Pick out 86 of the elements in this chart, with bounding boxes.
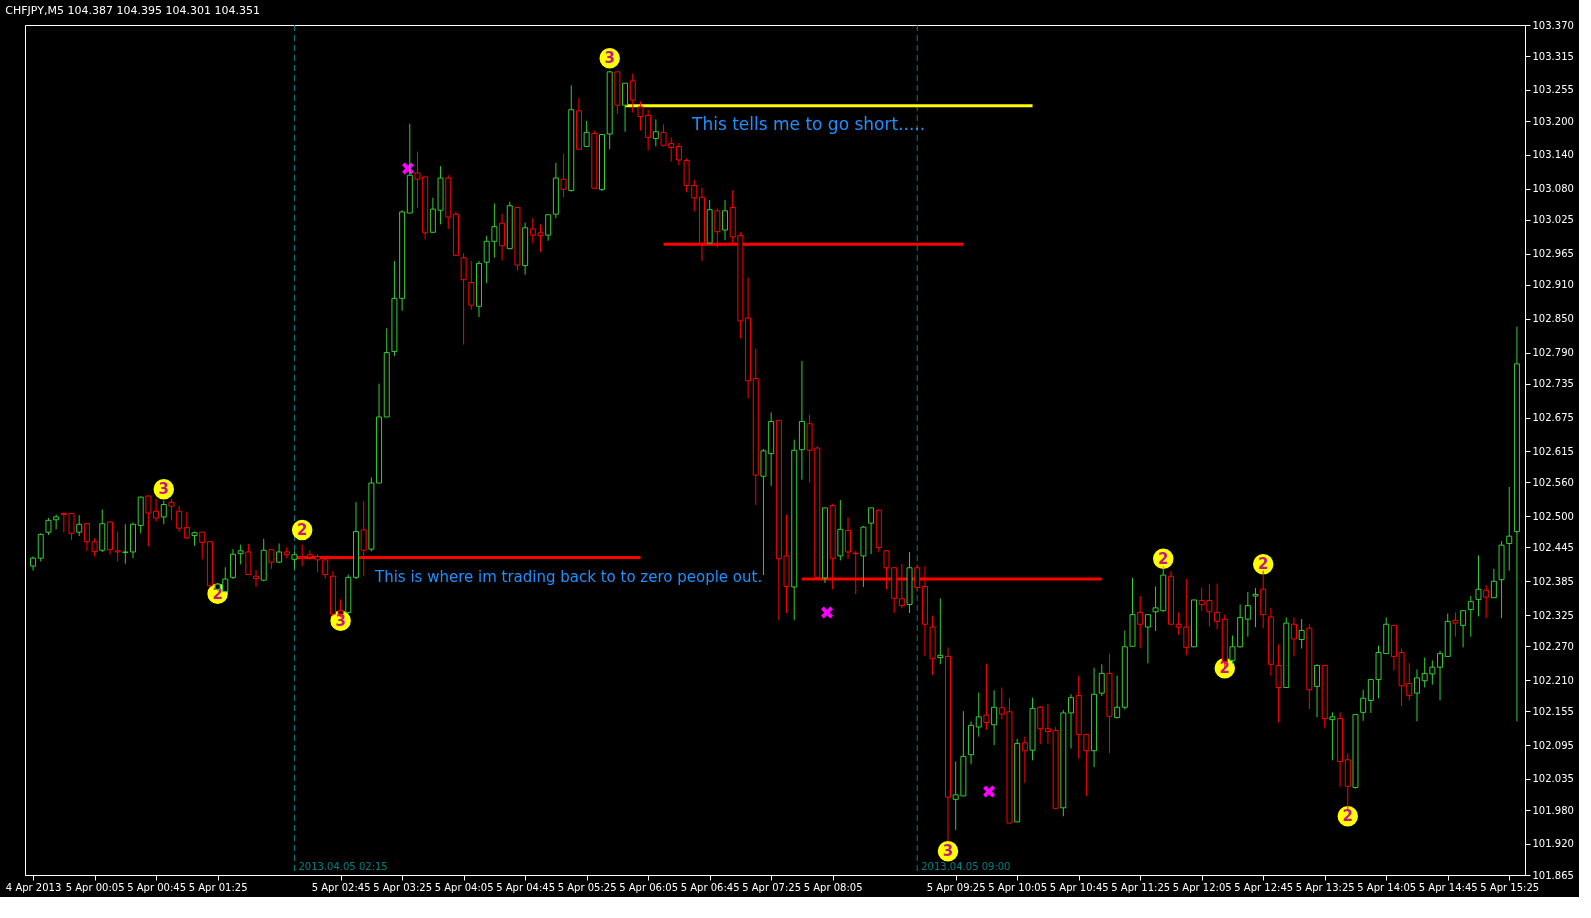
candlestick (1490, 568, 1497, 599)
candlestick (722, 199, 729, 241)
candlestick (629, 73, 636, 114)
candlestick (1068, 693, 1074, 749)
y-tick-label: 103.370 (1532, 19, 1574, 31)
y-tick-label: 103.255 (1532, 84, 1574, 96)
x-tick-label: 5 Apr 14:45 (1418, 881, 1478, 893)
x-tick-label: 5 Apr 00:05 (65, 881, 125, 893)
y-tick-label: 102.210 (1532, 674, 1574, 686)
annotation: This is where im trading back to to zero people out. (374, 568, 763, 586)
candlestick (468, 260, 475, 311)
candlestick (176, 505, 183, 533)
candlestick (229, 548, 236, 580)
annotation: 3 (335, 611, 346, 630)
annotation: This tells me to go short..... (691, 114, 926, 134)
y-tick-label: 103.025 (1532, 214, 1574, 226)
y-tick-label: 102.850 (1532, 313, 1574, 325)
candlestick (1314, 663, 1321, 718)
y-tick-label: 102.790 (1532, 347, 1574, 359)
y-tick-label: 103.140 (1532, 149, 1574, 161)
candlestick (1144, 614, 1151, 664)
annotation: 2 (1257, 555, 1269, 574)
x-tick-label: 5 Apr 07:25 (742, 881, 802, 893)
y-tick-label: 103.315 (1532, 50, 1574, 62)
y-tick-label: 102.385 (1532, 575, 1574, 587)
candlestick (253, 569, 260, 588)
x-tick-label: 5 Apr 06:45 (680, 881, 740, 893)
x-tick-label: 5 Apr 09:25 (926, 881, 986, 893)
x-tick-label: 5 Apr 15:25 (1480, 881, 1540, 893)
y-tick-label: 102.615 (1532, 445, 1574, 457)
x-tick-label: 5 Apr 11:25 (1111, 881, 1171, 893)
x-tick-label: 5 Apr 04:45 (496, 881, 556, 893)
y-tick-label: 102.445 (1532, 541, 1574, 553)
ref-line-label: 2013.04.05 09:00 (921, 861, 1011, 872)
x-tick-label: 5 Apr 05:25 (557, 881, 617, 893)
x-tick-label: 5 Apr 04:05 (434, 881, 494, 893)
candlestick (1244, 591, 1251, 638)
candlestick (1506, 486, 1513, 572)
x-tick-label: 5 Apr 02:45 (311, 881, 371, 893)
y-tick-label: 101.920 (1532, 838, 1574, 850)
x-tick-label: 4 Apr 2013 (5, 881, 62, 893)
x-tick-label: 5 Apr 10:45 (1049, 881, 1109, 893)
candlestick (868, 507, 875, 555)
y-tick-label: 101.865 (1532, 869, 1574, 881)
candlestick (37, 532, 44, 563)
annotation: ✖ (981, 781, 997, 802)
candlestick (1360, 689, 1367, 722)
x-tick-label: 5 Apr 14:05 (1357, 881, 1417, 893)
x-tick-label: 5 Apr 00:45 (127, 881, 187, 893)
y-tick-label: 102.560 (1532, 476, 1574, 488)
x-tick-label: 5 Apr 10:05 (988, 881, 1048, 893)
y-tick-label: 102.325 (1532, 609, 1574, 621)
annotation: 3 (158, 480, 169, 499)
y-tick-label: 102.910 (1532, 279, 1574, 291)
x-tick-label: 5 Apr 12:45 (1234, 881, 1294, 893)
y-tick-label: 102.155 (1532, 705, 1574, 717)
candlestick (1214, 583, 1221, 630)
y-tick-label: 102.965 (1532, 248, 1574, 260)
y-tick-label: 103.200 (1532, 115, 1574, 127)
annotation: 3 (604, 49, 615, 68)
x-tick-label: 5 Apr 06:05 (619, 881, 679, 893)
chart-title: CHFJPY,M5 104.387 104.395 104.301 104.351 (5, 4, 260, 17)
candlestick (1290, 616, 1297, 657)
annotation: 3 (942, 842, 954, 861)
x-tick-label: 5 Apr 13:25 (1295, 881, 1355, 893)
x-tick-label: 5 Apr 12:05 (1172, 881, 1232, 893)
y-tick-label: 102.270 (1532, 640, 1574, 652)
annotation: 2 (296, 520, 308, 539)
y-tick-label: 102.035 (1532, 773, 1574, 785)
candlestick (1413, 668, 1420, 722)
candlestick (1467, 595, 1474, 638)
annotation: 2 (1342, 807, 1353, 826)
x-tick-label: 5 Apr 03:25 (373, 881, 433, 893)
x-tick-label: 5 Apr 01:25 (188, 881, 248, 893)
y-tick-label: 102.095 (1532, 739, 1574, 751)
y-tick-label: 102.500 (1532, 510, 1574, 522)
candlestick (460, 252, 467, 346)
y-tick-label: 101.980 (1532, 804, 1574, 816)
annotation: ✖ (819, 602, 835, 623)
y-tick-label: 102.735 (1532, 378, 1574, 390)
ref-line-label: 2013.04.05 02:15 (298, 861, 388, 872)
candlestick (53, 514, 60, 530)
y-tick-label: 102.675 (1532, 412, 1574, 424)
y-tick-label: 103.080 (1532, 183, 1574, 195)
x-tick-label: 5 Apr 08:05 (803, 881, 863, 893)
annotation: 2 (1158, 549, 1169, 568)
